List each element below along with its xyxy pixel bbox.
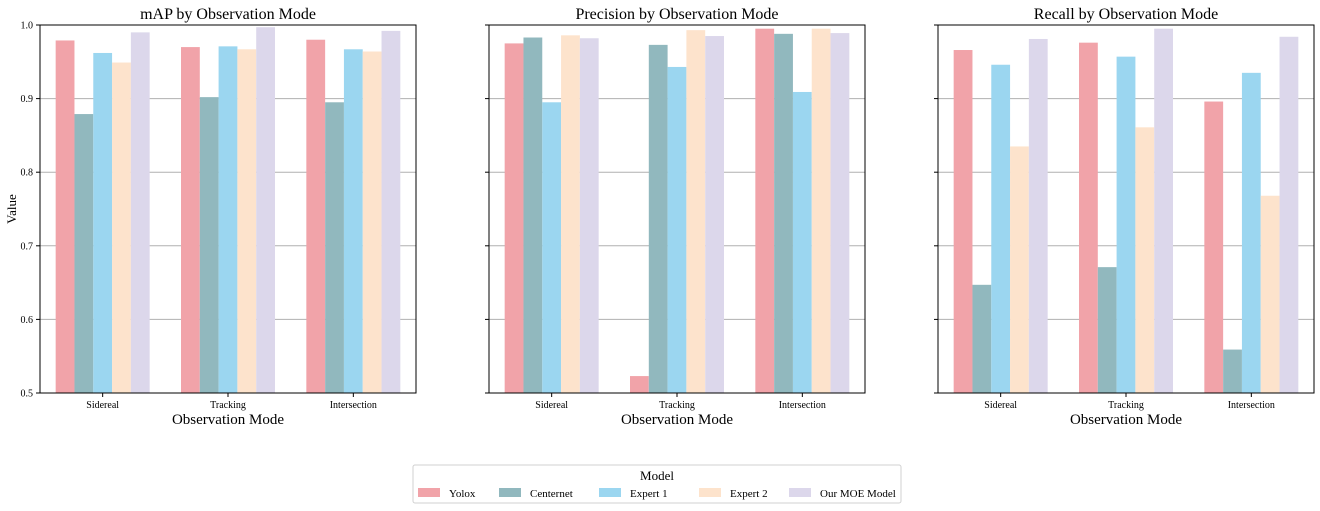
bar-yolox-intersection xyxy=(755,28,775,394)
x-tick-label: Tracking xyxy=(659,400,695,411)
y-tick-label: 0.7 xyxy=(21,241,34,252)
bar-centernet-sidereal xyxy=(523,37,543,394)
x-tick-label: Sidereal xyxy=(86,400,119,411)
x-tick-label: Tracking xyxy=(210,400,246,411)
bar-expert-1-intersection xyxy=(792,91,812,393)
bar-our-moe-model-intersection xyxy=(1279,36,1299,393)
bar-expert-2-sidereal xyxy=(561,35,580,393)
legend-box xyxy=(412,464,902,504)
bar-yolox-sidereal xyxy=(55,40,75,394)
bar-centernet-sidereal xyxy=(972,284,992,393)
legend-label-expert-2: Expert 2 xyxy=(730,488,768,500)
legend-swatch-expert-1 xyxy=(599,488,621,497)
bar-expert-2-tracking xyxy=(237,49,257,394)
bar-yolox-tracking xyxy=(1079,42,1098,393)
bar-centernet-intersection xyxy=(1223,349,1242,393)
bar-expert-1-tracking xyxy=(1116,56,1136,393)
y-axis-label: Value xyxy=(4,194,19,224)
bar-our-moe-model-intersection xyxy=(381,30,401,393)
x-tick-label: Intersection xyxy=(330,400,377,411)
bar-our-moe-model-sidereal xyxy=(579,38,599,394)
legend-swatch-centernet xyxy=(499,488,521,497)
chart-title: Recall by Observation Mode xyxy=(1034,6,1218,23)
bar-centernet-tracking xyxy=(199,97,219,394)
bar-our-moe-model-sidereal xyxy=(1028,38,1048,393)
bar-yolox-intersection xyxy=(306,39,326,393)
bar-our-moe-model-tracking xyxy=(1154,28,1173,394)
y-tick-label: 0.5 xyxy=(21,389,34,400)
chart-title: mAP by Observation Mode xyxy=(140,6,316,23)
bar-centernet-tracking xyxy=(648,44,668,393)
bar-our-moe-model-intersection xyxy=(830,33,850,393)
bar-centernet-sidereal xyxy=(74,114,94,393)
bar-expert-1-sidereal xyxy=(93,52,113,394)
bar-expert-1-tracking xyxy=(667,66,687,394)
bar-our-moe-model-tracking xyxy=(705,36,724,393)
bar-yolox-sidereal xyxy=(504,43,524,394)
bar-our-moe-model-tracking xyxy=(256,27,275,393)
x-tick-label: Intersection xyxy=(1228,400,1275,411)
y-tick-label: 0.6 xyxy=(21,315,34,326)
legend-swatch-yolox xyxy=(418,488,440,497)
bar-expert-2-intersection xyxy=(811,28,831,394)
bar-expert-1-intersection xyxy=(1241,72,1261,393)
x-tick-label: Tracking xyxy=(1108,400,1144,411)
bar-centernet-intersection xyxy=(325,102,344,393)
bar-expert-2-sidereal xyxy=(1010,146,1029,393)
bar-centernet-intersection xyxy=(774,33,793,393)
chart-title: Precision by Observation Mode xyxy=(575,6,778,23)
bar-yolox-sidereal xyxy=(953,50,973,394)
legend-swatch-expert-2 xyxy=(699,488,721,497)
bar-expert-1-intersection xyxy=(343,49,363,394)
x-tick-label: Sidereal xyxy=(984,400,1017,411)
bar-centernet-tracking xyxy=(1097,267,1117,393)
y-tick-label: 0.8 xyxy=(21,168,34,179)
x-tick-label: Intersection xyxy=(779,400,826,411)
bar-expert-2-sidereal xyxy=(112,62,131,393)
bar-expert-1-sidereal xyxy=(542,102,562,393)
chart-panel-2: Sidereal Tracking Intersection Precision by… xyxy=(485,6,866,428)
x-axis-label: Observation Mode xyxy=(621,412,733,428)
legend-title: Model xyxy=(640,468,674,483)
x-axis-label: Observation Mode xyxy=(1070,412,1182,428)
chart-panel-1: 0.5 0.6 0.7 0.8 0.9 1.0 Sidereal Tracking Inters… xyxy=(4,6,417,428)
legend-label-our-moe-model: Our MOE Model xyxy=(820,488,896,500)
legend-label-expert-1: Expert 1 xyxy=(630,488,668,500)
bar-expert-2-intersection xyxy=(362,51,382,393)
legend-label-yolox: Yolox xyxy=(449,488,476,500)
x-tick-label: Sidereal xyxy=(535,400,568,411)
bar-expert-1-sidereal xyxy=(991,64,1011,393)
legend-label-centernet: Centernet xyxy=(530,488,573,500)
bar-expert-2-tracking xyxy=(686,30,706,393)
bar-yolox-tracking xyxy=(181,47,200,393)
legend-swatch-our-moe-model xyxy=(789,488,811,497)
bar-expert-2-tracking xyxy=(1135,127,1155,393)
legend: Model Yolox Centernet Expert 1 Expert 2 Our M… xyxy=(412,464,902,504)
chart-panel-3: Sidereal Tracking Intersection Recall by Ob… xyxy=(934,6,1315,428)
x-axis-label: Observation Mode xyxy=(172,412,284,428)
bar-yolox-tracking xyxy=(630,376,649,393)
y-tick-label: 0.9 xyxy=(21,94,34,105)
bar-expert-2-intersection xyxy=(1260,195,1280,393)
bar-yolox-intersection xyxy=(1204,101,1224,393)
bar-our-moe-model-sidereal xyxy=(130,32,150,394)
bar-expert-1-tracking xyxy=(218,46,238,394)
y-tick-label: 1.0 xyxy=(21,21,34,32)
